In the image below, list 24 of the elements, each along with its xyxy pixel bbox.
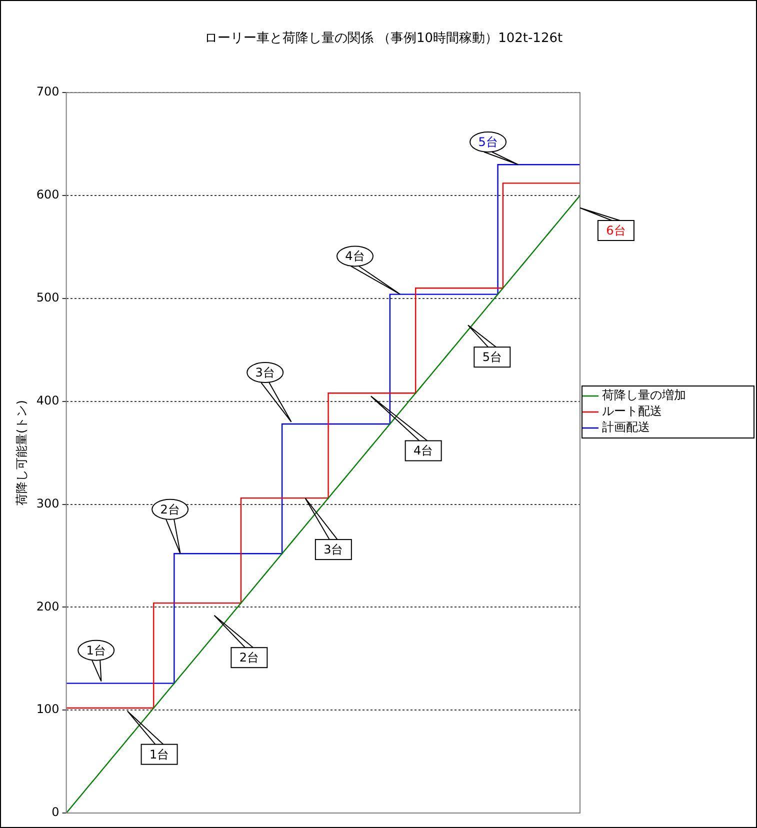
annotation: 3台 bbox=[324, 542, 344, 557]
y-tick-label: 700 bbox=[36, 84, 60, 99]
chart-title: ローリー車と荷降し量の関係 （事例10時間稼動）102t-126t bbox=[204, 31, 563, 46]
annotation: 1台 bbox=[86, 643, 106, 658]
y-tick-label: 400 bbox=[36, 393, 60, 408]
annotation: 5台 bbox=[478, 135, 498, 149]
y-tick-label: 200 bbox=[36, 599, 60, 614]
legend-label: ルート配送 bbox=[602, 404, 662, 418]
y-tick-label: 500 bbox=[36, 290, 60, 305]
annotation: 2台 bbox=[160, 502, 180, 516]
y-tick-label: 0 bbox=[52, 805, 60, 820]
legend-label: 荷降し量の増加 bbox=[602, 388, 686, 402]
annotation: 3台 bbox=[255, 366, 275, 380]
y-tick-label: 100 bbox=[36, 702, 60, 716]
text: 6台 bbox=[606, 224, 626, 238]
annotation: 2台 bbox=[239, 650, 259, 665]
annotation: 5台 bbox=[482, 350, 502, 364]
annotation: 1台 bbox=[149, 747, 170, 762]
y-axis-title: 荷降し可能量(トン) bbox=[14, 400, 28, 506]
y-tick-label: 300 bbox=[36, 496, 60, 510]
annotation: 4台 bbox=[414, 444, 434, 458]
y-tick-label: 600 bbox=[36, 188, 60, 202]
legend-label: 計画配送 bbox=[602, 420, 650, 434]
annotation: 4台 bbox=[345, 249, 365, 264]
